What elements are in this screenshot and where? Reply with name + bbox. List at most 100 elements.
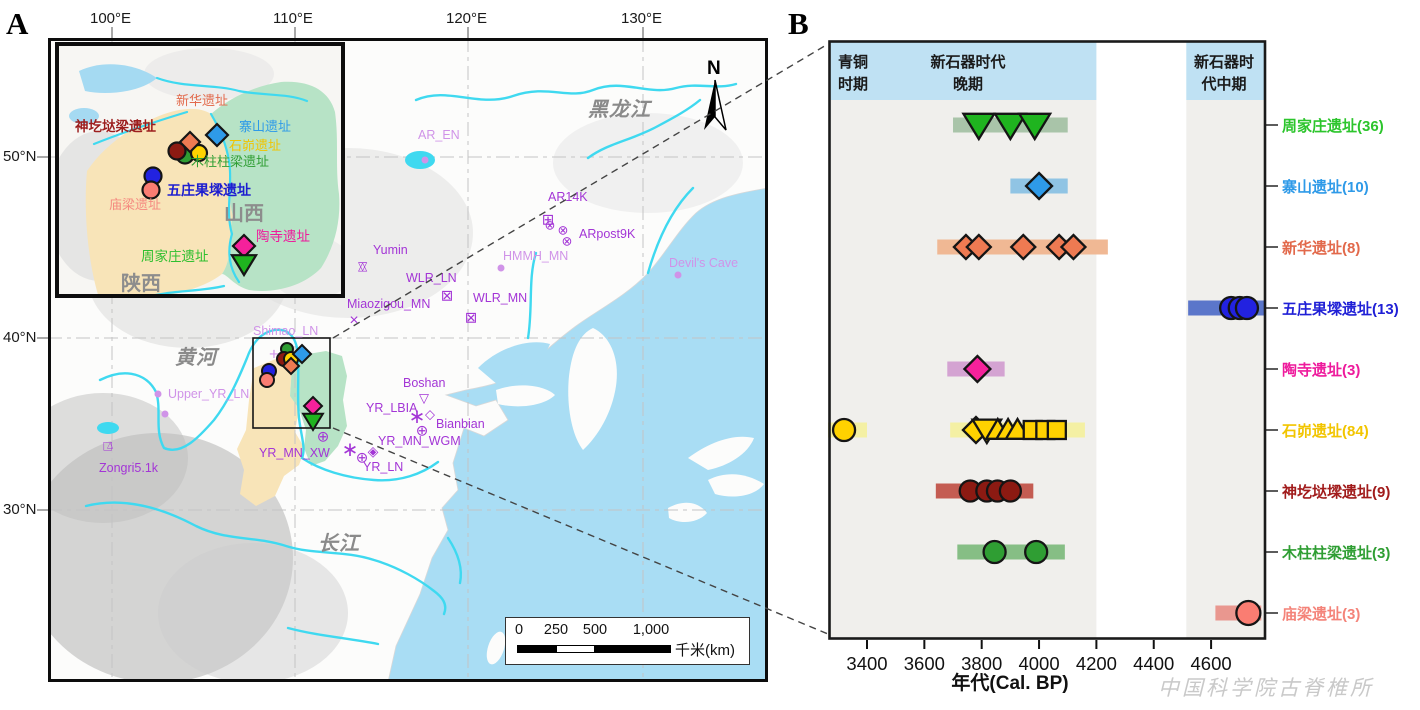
lat-label-50n: 50°N: [3, 148, 37, 165]
row-site-name: 神圪垯墚遗址: [1282, 484, 1373, 501]
row-date-count: (3): [1342, 362, 1361, 379]
row-label: 新华遗址(8): [1282, 237, 1360, 258]
row-date-count: (84): [1342, 423, 1369, 440]
scale-unit: 千米(km): [675, 642, 735, 659]
inset-rivers: [92, 76, 309, 294]
region-label-yellow-river: 黄河: [175, 347, 217, 369]
inset-site-label: 山西: [224, 203, 264, 225]
x-tick-label: 3800: [961, 653, 1002, 674]
inset-site-label: 周家庄遗址: [141, 249, 209, 264]
row-label: 五庄果墚遗址(13): [1282, 298, 1399, 319]
row-date-count: (13): [1372, 301, 1399, 318]
date-marker-square: [1046, 419, 1067, 441]
row-site-name: 寨山遗址: [1282, 179, 1343, 196]
site-asterisk-icon: ∗: [408, 406, 426, 428]
lon-label-120e: 120°E: [446, 10, 488, 27]
date-marker-circle: [998, 479, 1023, 503]
panel-a-label: A: [6, 6, 29, 41]
inset-locator-box: [252, 337, 331, 429]
row-label: 神圪垯墚遗址(9): [1282, 481, 1390, 502]
site-crossed-diamond-icon: ◈: [367, 443, 379, 459]
period-zone: [1186, 100, 1265, 639]
date-marker-diamond: [1024, 171, 1054, 201]
lon-label-130e: 130°E: [621, 10, 663, 27]
scale-tick-250: 250: [543, 622, 569, 638]
x-tick-label: 4600: [1191, 653, 1232, 674]
plot-border: [828, 40, 1267, 640]
map-site-label: AR14K: [548, 190, 588, 204]
map-site-label: YR_LBIA: [366, 401, 418, 415]
date-marker-triangle-down: [1017, 112, 1053, 142]
map-site-label: WLR_MN: [473, 291, 528, 305]
lon-tick: [642, 27, 644, 38]
site-crossed-square-icon: ⊠: [464, 309, 478, 327]
site-times-icon: ×: [349, 312, 359, 329]
site-dot-icon: [161, 410, 169, 418]
date-marker-circle: [982, 539, 1007, 565]
date-marker-triangle-down: [992, 112, 1028, 142]
terrain-southwest: [158, 543, 348, 679]
terrain-west: [51, 393, 188, 523]
map-site-label: Devil's Cave: [669, 256, 739, 270]
inset-lake: [79, 64, 157, 94]
river-yellow: [98, 328, 440, 482]
row-date-count: (8): [1342, 240, 1361, 257]
lon-tick: [467, 27, 469, 38]
row-site-name: 新华遗址: [1282, 240, 1343, 257]
inset-site-marker: [167, 141, 187, 161]
site-dot-icon: [497, 264, 505, 272]
row-date-count: (3): [1372, 545, 1391, 562]
scale-seg-black-2: [595, 645, 671, 653]
scale-tick-1000: 1,000: [632, 622, 670, 638]
x-tick-label: 4000: [1018, 653, 1059, 674]
lon-label-100e: 100°E: [90, 10, 132, 27]
lat-tick: [37, 337, 48, 339]
site-triangle-in-square-icon: □ △: [104, 439, 119, 454]
map-site-label: Shimao_LN: [253, 324, 319, 338]
row-site-name: 庙梁遗址: [1282, 606, 1343, 623]
lon-tick: [111, 27, 113, 38]
watermark: 中国科学院古脊椎所: [1158, 676, 1374, 700]
lat-tick: [37, 156, 48, 158]
scale-seg-white: [556, 645, 595, 653]
scale-bar: 0 250 500 1,000 千米(km): [505, 617, 750, 665]
row-site-name: 五庄果墚遗址: [1282, 301, 1373, 318]
period-label-middle-neolithic: 新石器时 代中期: [1193, 54, 1254, 93]
x-axis-title: 年代(Cal. BP): [951, 673, 1069, 694]
site-dot-icon: [421, 156, 429, 164]
inset-site-label: 石峁遗址: [229, 138, 282, 153]
cluster-marker: [301, 412, 325, 432]
map-site-label: AR_EN: [418, 128, 460, 142]
map-site-label: Yumin: [373, 243, 408, 257]
date-marker-diamond: [1059, 233, 1088, 261]
site-crossed-circle-icon: ⊗: [544, 217, 556, 233]
site-plus-circle-icon: ⊕: [316, 428, 330, 446]
triangle-square-part: □: [103, 437, 112, 454]
site-star-hexagram-icon: △ ▽: [358, 260, 372, 274]
range-bar: [957, 544, 1065, 560]
triangle-square-part: △: [107, 440, 114, 450]
cluster-marker: [291, 343, 313, 365]
row-site-name: 石峁遗址: [1282, 423, 1343, 440]
inset-site-marker: [141, 180, 161, 200]
inset-site-label: 寨山遗址: [239, 119, 292, 134]
cluster-marker: [281, 356, 301, 376]
period-header-band: [829, 42, 1097, 100]
scale-tick-500: 500: [582, 622, 608, 638]
inset-site-label: 陕西: [121, 273, 161, 295]
row-date-count: (3): [1342, 606, 1361, 623]
bohai-bay: [478, 342, 550, 385]
date-marker-circle: [1235, 599, 1262, 627]
map-site-label: Boshan: [403, 376, 446, 390]
period-label-bronze: 青铜 时期: [838, 54, 869, 93]
date-marker-diamond: [965, 233, 993, 261]
site-crossed-circle-icon: ⊗: [561, 233, 573, 249]
map-site-label: WLR_LN: [406, 271, 457, 285]
inset-site-label: 庙梁遗址: [109, 197, 162, 212]
hainan: [320, 662, 340, 678]
row-label: 庙梁遗址(3): [1282, 603, 1360, 624]
site-dot-icon: [154, 390, 162, 398]
inset-site-marker: [189, 143, 209, 163]
shandong-peninsula: [496, 385, 555, 407]
site-plus-circle-icon: ⊕: [415, 422, 429, 440]
